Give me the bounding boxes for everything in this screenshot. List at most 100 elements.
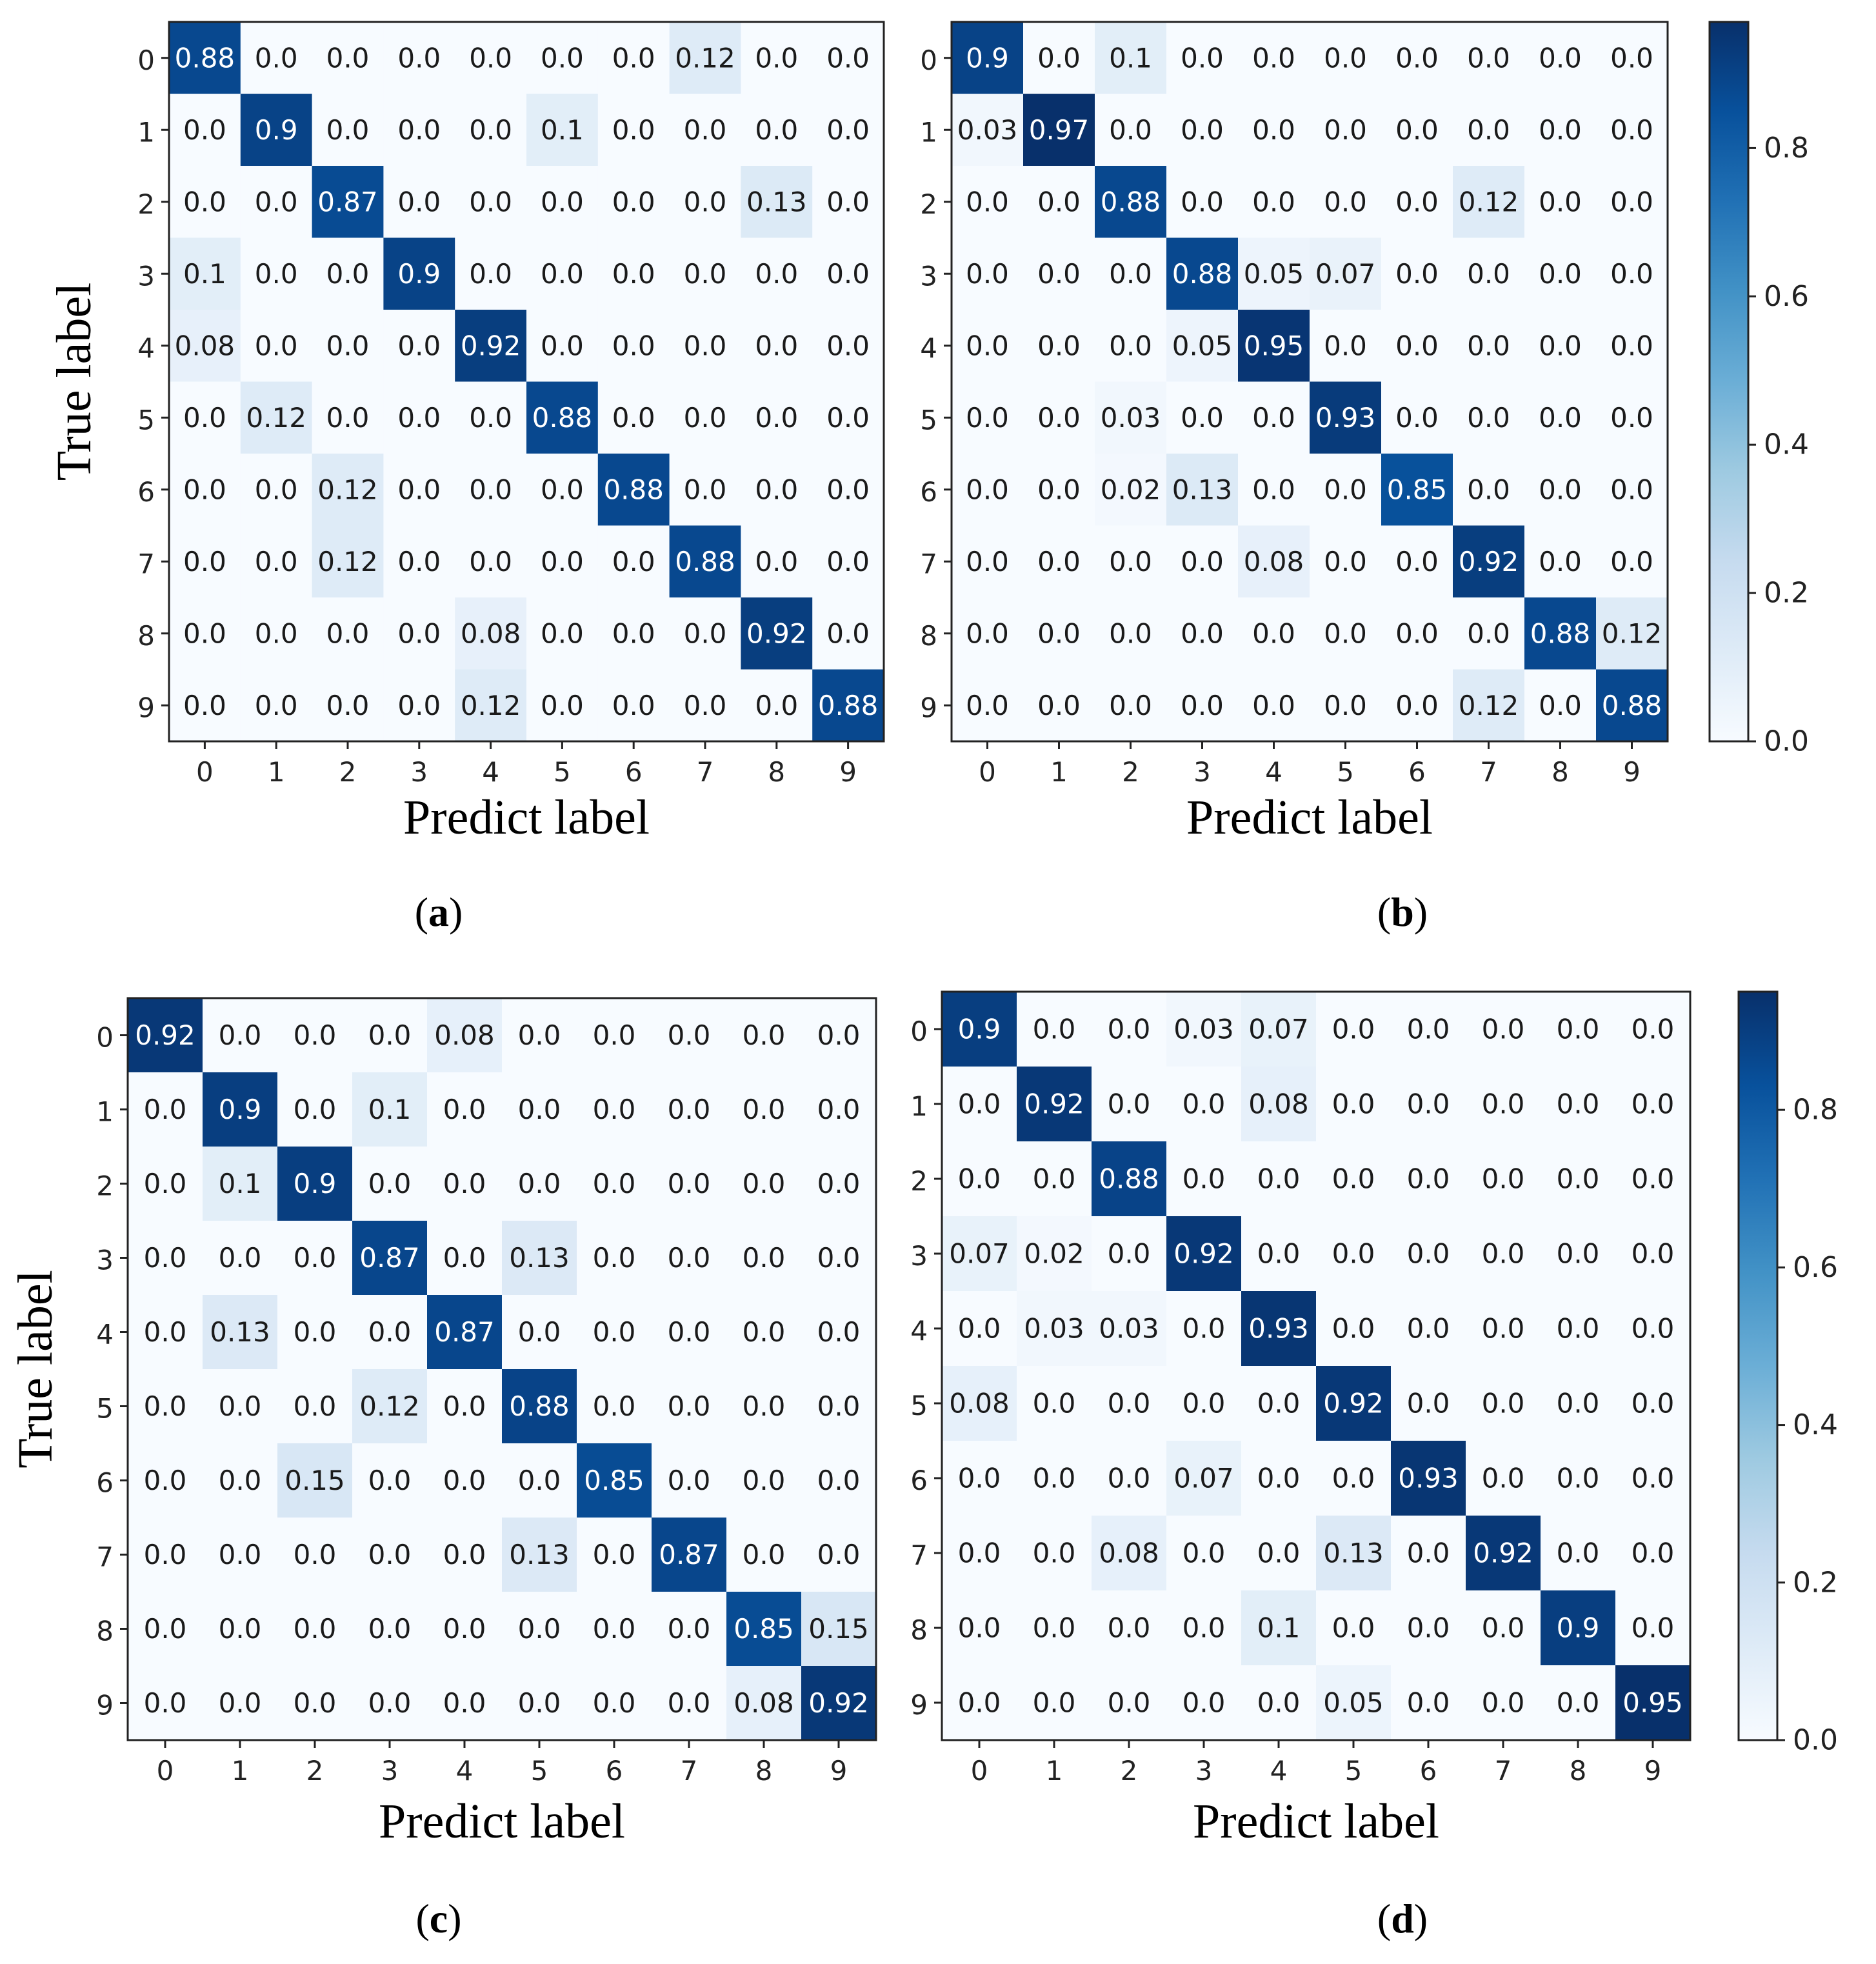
heatmap-cell: [652, 1443, 727, 1518]
cell-value-label: 0.0: [397, 546, 441, 577]
cell-value-label: 0.0: [1632, 1238, 1675, 1270]
heatmap-cell: [502, 1072, 577, 1147]
heatmap-cell: [1023, 94, 1095, 166]
heatmap-cell: [1092, 1216, 1167, 1292]
cell-value-label: 0.0: [612, 402, 655, 434]
heatmap-cell: [812, 525, 884, 598]
cell-value-label: 0.12: [1602, 617, 1662, 649]
heatmap-cell: [1023, 166, 1095, 238]
cell-value-label: 0.0: [1632, 1388, 1675, 1419]
cell-value-label: 0.0: [144, 1613, 187, 1645]
cell-value-label: 0.88: [1172, 258, 1233, 290]
cell-value-label: 0.0: [1257, 1388, 1301, 1419]
cell-value-label: 0.03: [1173, 1014, 1234, 1045]
cell-value-label: 0.0: [1557, 1388, 1600, 1419]
y-tick-label: 8: [137, 620, 155, 652]
cell-value-label: 0.0: [397, 474, 441, 505]
cell-value-label: 0.08: [461, 617, 521, 649]
cell-value-label: 0.0: [1108, 1687, 1151, 1719]
heatmap-cell: [1466, 1067, 1541, 1142]
heatmap-cell: [502, 1147, 577, 1221]
heatmap-cell: [1615, 1590, 1691, 1666]
cell-value-label: 0.02: [1024, 1238, 1084, 1270]
heatmap-cell: [726, 1072, 802, 1147]
heatmap-cell: [597, 597, 670, 670]
heatmap-cell: [577, 1666, 652, 1741]
heatmap-cell: [1541, 1141, 1616, 1217]
cell-value-label: 0.0: [1482, 1014, 1525, 1045]
colorbar-tick-label: 0.0: [1764, 725, 1809, 758]
heatmap-cell: [577, 1072, 652, 1147]
cell-value-label: 0.0: [1539, 402, 1582, 434]
heatmap-cell: [1310, 94, 1382, 166]
heatmap-cell: [352, 1295, 428, 1370]
cell-value-label: 0.0: [183, 114, 226, 146]
heatmap-cell: [383, 310, 455, 382]
heatmap-cell: [277, 1666, 353, 1741]
y-tick-label: 4: [96, 1319, 114, 1350]
heatmap-cell: [312, 525, 384, 598]
heatmap-cell: [1166, 1141, 1242, 1217]
heatmap-cell: [1095, 454, 1167, 526]
cell-value-label: 0.0: [1557, 1163, 1600, 1195]
heatmap-cell: [597, 669, 670, 742]
y-tick-label: 2: [910, 1165, 928, 1197]
cell-value-label: 0.0: [294, 1390, 337, 1422]
cell-value-label: 0.0: [668, 1390, 711, 1422]
cell-value-label: 0.0: [1407, 1088, 1450, 1120]
heatmap-cell: [1615, 1216, 1691, 1292]
y-tick-label: 6: [920, 476, 937, 508]
cell-value-label: 0.0: [612, 546, 655, 577]
x-tick-label: 7: [1480, 756, 1497, 788]
cell-value-label: 0.88: [1099, 1163, 1159, 1195]
heatmap-cell: [577, 998, 652, 1073]
heatmap-cell: [1023, 669, 1095, 742]
heatmap-cell: [312, 237, 384, 310]
heatmap-cell: [352, 998, 428, 1073]
heatmap-cell: [1310, 669, 1382, 742]
cell-value-label: 0.0: [1539, 690, 1582, 721]
cell-value-label: 0.0: [397, 617, 441, 649]
heatmap-cell: [1316, 1067, 1392, 1142]
cell-value-label: 0.0: [294, 1539, 337, 1570]
cell-value-label: 0.0: [144, 1316, 187, 1348]
cell-value-label: 0.05: [1244, 258, 1304, 290]
heatmap-cell: [427, 1592, 503, 1667]
cell-value-label: 0.15: [808, 1613, 869, 1645]
cell-value-label: 0.0: [1037, 258, 1081, 290]
cell-value-label: 0.1: [541, 114, 584, 146]
heatmap-cell: [669, 310, 741, 382]
x-tick-label: 8: [755, 1755, 773, 1787]
heatmap-cell: [1017, 1441, 1092, 1516]
cell-value-label: 0.0: [817, 1242, 861, 1274]
cell-value-label: 0.0: [1557, 1238, 1600, 1270]
heatmap-cell: [1238, 597, 1310, 670]
heatmap-cell: [427, 1072, 503, 1147]
heatmap-cell: [812, 22, 884, 94]
x-tick-label: 9: [1623, 756, 1641, 788]
heatmap-cell: [1596, 166, 1668, 238]
heatmap-cell: [1541, 992, 1616, 1067]
heatmap-cell: [427, 1666, 503, 1741]
heatmap-cell: [597, 237, 670, 310]
cell-value-label: 0.0: [255, 474, 298, 505]
heatmap-cell: [1391, 1441, 1466, 1516]
cell-value-label: 0.0: [326, 330, 370, 361]
y-tick-label: 0: [920, 45, 937, 76]
cell-value-label: 0.0: [1610, 330, 1653, 361]
heatmap-cell: [1381, 22, 1453, 94]
heatmap-cell: [1310, 381, 1382, 454]
cell-value-label: 0.88: [509, 1390, 570, 1422]
y-tick-label: 9: [920, 692, 937, 723]
heatmap-cell: [1466, 1291, 1541, 1367]
heatmap-cell: [1241, 1441, 1317, 1516]
x-tick-label: 0: [196, 756, 214, 788]
cell-value-label: 0.92: [1024, 1088, 1084, 1120]
heatmap-cell: [455, 381, 527, 454]
heatmap-cell: [352, 1592, 428, 1667]
heatmap-cell: [577, 1221, 652, 1296]
cell-value-label: 0.0: [826, 402, 870, 434]
heatmap-cell: [455, 454, 527, 526]
cell-value-label: 0.88: [1602, 690, 1662, 721]
